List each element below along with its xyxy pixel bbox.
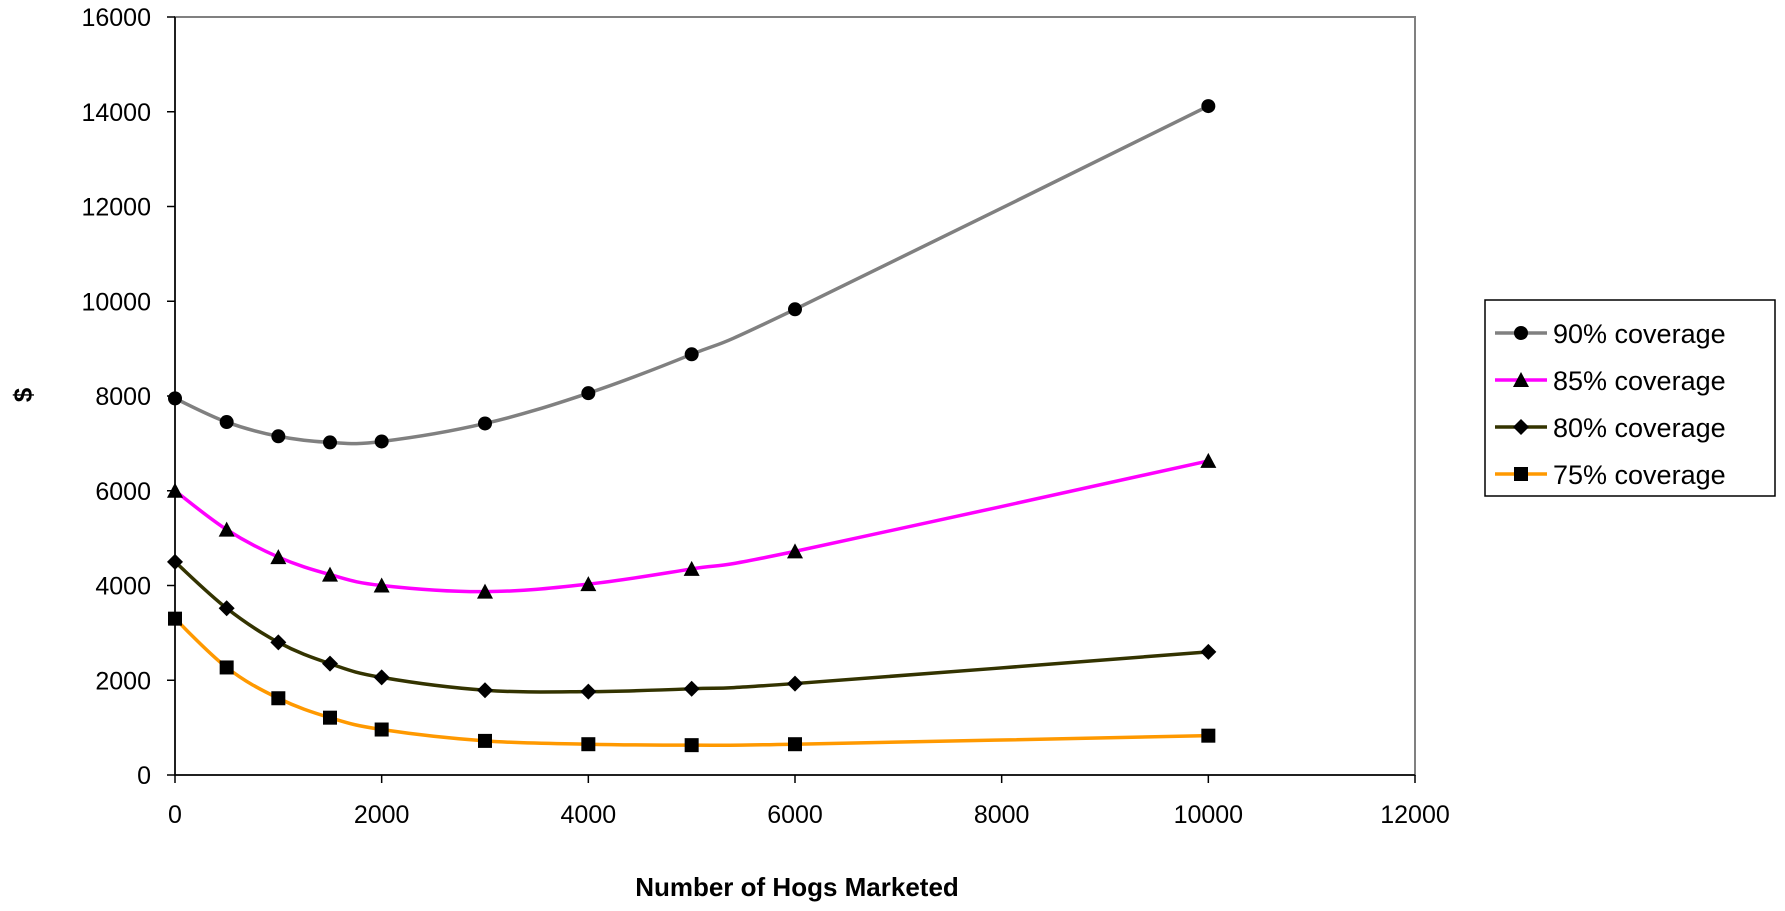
y-tick-label: 0: [137, 762, 151, 790]
data-point: [167, 553, 183, 570]
data-point: [580, 576, 597, 592]
x-tick-label: 4000: [561, 801, 617, 829]
data-point: [271, 429, 286, 444]
data-point: [373, 669, 390, 686]
data-point: [270, 634, 287, 651]
legend-item: 80% coverage: [1495, 413, 1726, 443]
legend: 90% coverage 85% coverage 80% coverage 75% …: [1484, 299, 1776, 497]
data-point: [322, 566, 338, 582]
x-axis-title: Number of Hogs Marketed: [635, 872, 959, 902]
data-point: [168, 611, 182, 626]
y-tick-label: 2000: [95, 667, 151, 695]
y-tick-label: 4000: [95, 573, 151, 601]
data-point: [373, 577, 390, 593]
series-3: [167, 553, 1217, 700]
y-tick-label: 16000: [81, 4, 151, 32]
data-point: [683, 560, 700, 576]
data-point: [1201, 728, 1216, 743]
data-point: [271, 691, 286, 706]
x-tick-label: 2000: [354, 801, 410, 829]
y-tick-label: 6000: [95, 478, 151, 506]
series-line: [174, 104, 1210, 446]
legend-label: 85% coverage: [1553, 366, 1726, 396]
series-2: [167, 452, 1217, 599]
y-tick-label: 10000: [81, 288, 151, 316]
legend-label: 90% coverage: [1553, 319, 1726, 349]
data-point: [1200, 643, 1217, 660]
legend-label: 80% coverage: [1553, 413, 1726, 443]
data-point: [580, 683, 597, 700]
legend-item: 85% coverage: [1495, 366, 1726, 396]
data-point: [323, 435, 337, 450]
legend-item: 75% coverage: [1495, 460, 1726, 490]
data-point: [167, 482, 183, 498]
legend-item: 90% coverage: [1495, 319, 1726, 349]
data-point: [323, 710, 337, 725]
data-point: [788, 302, 802, 317]
legend-marker: [1513, 372, 1529, 387]
axes: 0 2000 4000 6000 8000 10000 12000 14000 16000 0 20…: [81, 4, 1449, 829]
data-point: [477, 583, 493, 599]
y-tick-label: 8000: [95, 383, 151, 411]
data-point: [581, 386, 596, 401]
data-point: [684, 738, 699, 753]
series-4: [168, 611, 1216, 753]
x-tick-label: 12000: [1380, 801, 1450, 829]
series-layer: [167, 99, 1217, 753]
data-point: [477, 682, 493, 699]
legend-label: 75% coverage: [1553, 460, 1726, 490]
data-point: [218, 600, 235, 617]
data-point: [787, 675, 803, 692]
plot-area-border: [174, 16, 1416, 776]
data-point: [478, 416, 492, 431]
data-point: [219, 415, 234, 430]
data-point: [218, 521, 235, 537]
data-point: [374, 434, 389, 449]
data-point: [683, 680, 700, 697]
series-1: [168, 99, 1216, 450]
data-point: [270, 549, 287, 565]
x-tick-label: 10000: [1174, 801, 1244, 829]
data-point: [787, 543, 803, 559]
data-point: [684, 347, 699, 362]
data-point: [1201, 99, 1216, 114]
legend-marker: [1514, 326, 1528, 340]
data-point: [168, 391, 182, 406]
x-tick-label: 6000: [767, 801, 823, 829]
legend-marker: [1513, 419, 1529, 435]
data-point: [374, 722, 389, 737]
y-axis-title: $: [8, 387, 38, 402]
x-tick-label: 0: [168, 801, 182, 829]
legend-marker: [1514, 467, 1528, 481]
x-tick-label: 8000: [974, 801, 1030, 829]
data-point: [788, 737, 802, 752]
data-point: [581, 737, 596, 752]
data-point: [219, 660, 234, 675]
data-point: [478, 733, 492, 748]
data-point: [1200, 452, 1217, 468]
y-tick-label: 14000: [81, 99, 151, 127]
y-tick-label: 12000: [81, 194, 151, 222]
data-point: [322, 655, 338, 672]
